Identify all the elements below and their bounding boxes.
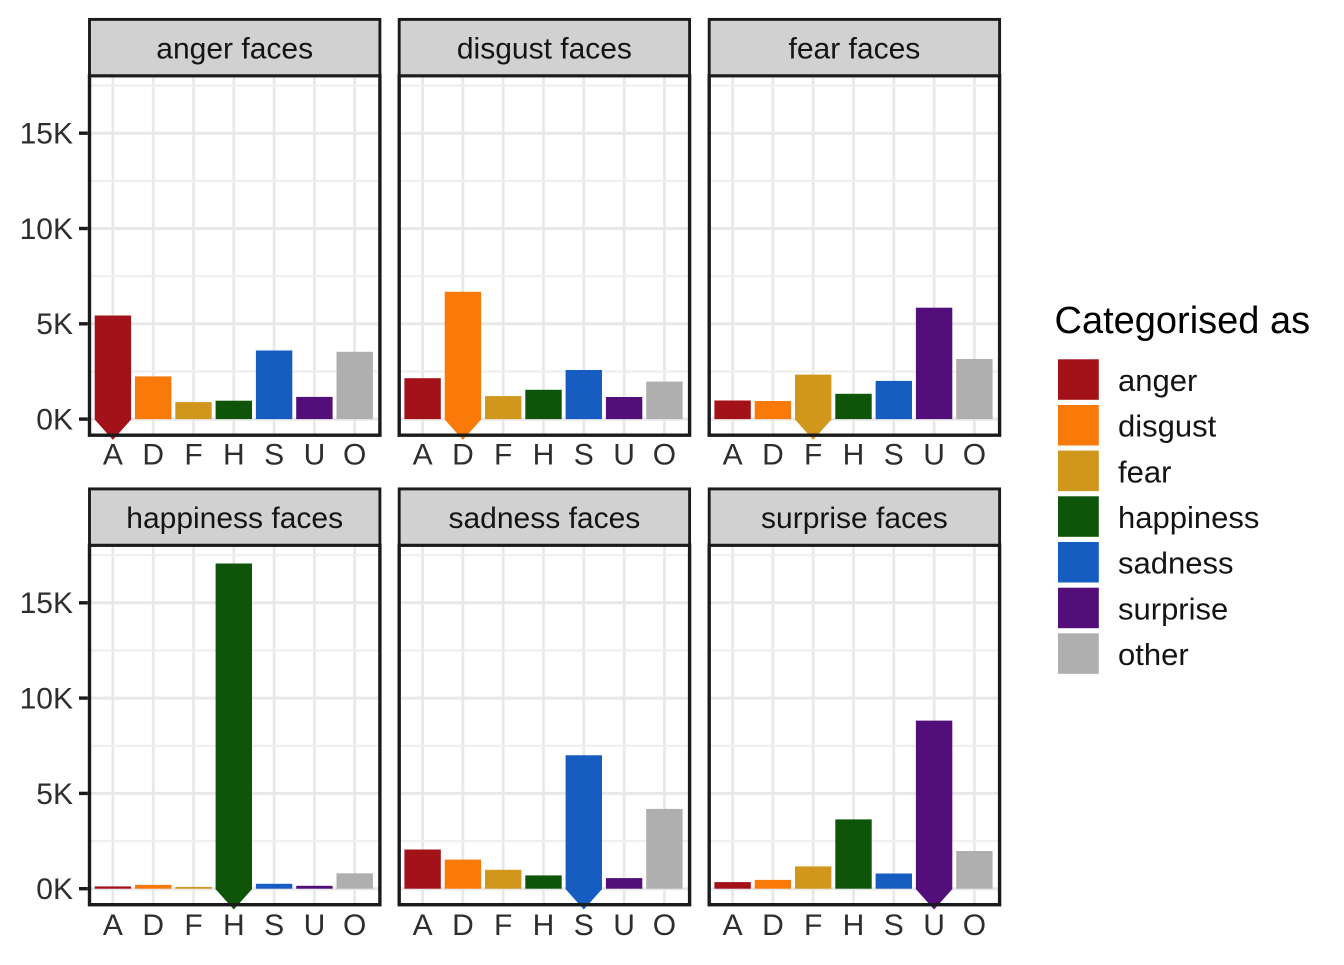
svg-text:A: A: [103, 438, 123, 471]
svg-text:surprise faces: surprise faces: [761, 502, 948, 535]
svg-text:10K: 10K: [20, 213, 73, 246]
svg-text:S: S: [574, 438, 594, 471]
svg-text:15K: 15K: [20, 587, 73, 620]
svg-text:U: U: [613, 909, 635, 942]
svg-text:A: A: [413, 909, 433, 942]
svg-text:F: F: [494, 438, 512, 471]
svg-text:D: D: [142, 438, 164, 471]
svg-text:anger: anger: [1118, 363, 1197, 398]
svg-text:S: S: [884, 438, 904, 471]
svg-text:O: O: [343, 909, 366, 942]
svg-text:O: O: [963, 909, 986, 942]
svg-text:F: F: [804, 909, 822, 942]
svg-text:U: U: [613, 438, 635, 471]
svg-text:fear faces: fear faces: [789, 32, 921, 65]
svg-text:O: O: [653, 438, 676, 471]
svg-text:D: D: [762, 438, 784, 471]
svg-text:happiness: happiness: [1118, 500, 1259, 535]
svg-text:disgust: disgust: [1118, 409, 1217, 444]
svg-text:15K: 15K: [20, 118, 73, 151]
svg-text:Categorised as: Categorised as: [1055, 300, 1311, 342]
svg-text:F: F: [184, 909, 202, 942]
svg-text:sadness: sadness: [1118, 546, 1233, 581]
svg-text:fear: fear: [1118, 454, 1171, 489]
svg-text:U: U: [304, 438, 326, 471]
svg-text:O: O: [653, 909, 676, 942]
svg-text:0K: 0K: [36, 404, 73, 437]
svg-text:D: D: [452, 909, 474, 942]
svg-text:S: S: [884, 909, 904, 942]
svg-text:A: A: [103, 909, 123, 942]
svg-text:U: U: [304, 909, 326, 942]
svg-text:D: D: [452, 438, 474, 471]
svg-text:O: O: [343, 438, 366, 471]
svg-text:H: H: [223, 438, 245, 471]
svg-text:disgust faces: disgust faces: [457, 32, 632, 65]
svg-text:sadness faces: sadness faces: [449, 502, 641, 535]
svg-text:U: U: [923, 909, 945, 942]
svg-text:D: D: [762, 909, 784, 942]
svg-text:F: F: [494, 909, 512, 942]
svg-text:H: H: [843, 909, 865, 942]
svg-text:D: D: [142, 909, 164, 942]
svg-text:H: H: [533, 909, 555, 942]
svg-text:F: F: [184, 438, 202, 471]
svg-text:O: O: [963, 438, 986, 471]
svg-text:10K: 10K: [20, 683, 73, 716]
svg-text:F: F: [804, 438, 822, 471]
svg-text:U: U: [923, 438, 945, 471]
svg-text:S: S: [264, 438, 284, 471]
svg-text:A: A: [723, 438, 743, 471]
svg-text:surprise: surprise: [1118, 591, 1228, 626]
svg-text:A: A: [723, 909, 743, 942]
svg-text:H: H: [843, 438, 865, 471]
svg-text:H: H: [223, 909, 245, 942]
svg-text:5K: 5K: [36, 308, 73, 341]
svg-text:S: S: [264, 909, 284, 942]
svg-text:H: H: [533, 438, 555, 471]
svg-text:anger faces: anger faces: [156, 32, 313, 65]
svg-text:S: S: [574, 909, 594, 942]
svg-text:happiness faces: happiness faces: [126, 502, 343, 535]
svg-text:other: other: [1118, 637, 1189, 672]
svg-text:A: A: [413, 438, 433, 471]
svg-text:5K: 5K: [36, 778, 73, 811]
svg-text:0K: 0K: [36, 873, 73, 906]
